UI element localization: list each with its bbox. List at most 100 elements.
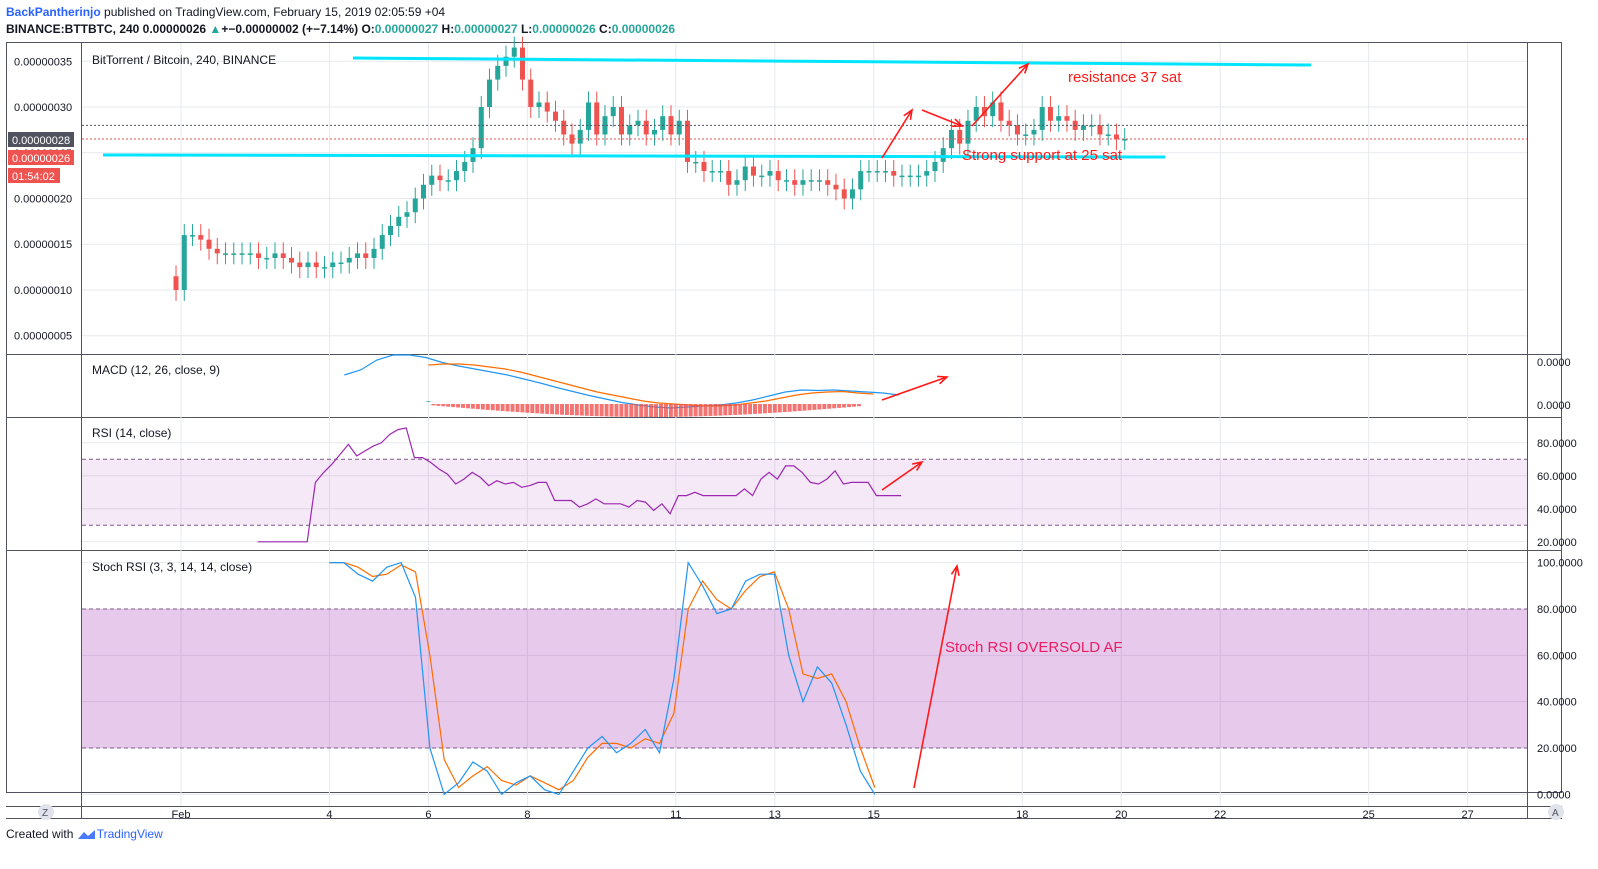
candle-body — [1105, 134, 1111, 136]
macd-histogram-bar — [495, 404, 500, 411]
x-tick-label: 6 — [425, 809, 431, 821]
candle-body — [503, 56, 509, 66]
zoom-button[interactable] — [38, 804, 54, 820]
price-arrow-target — [971, 63, 1029, 127]
macd-histogram-bar — [728, 404, 733, 416]
candle-body — [1080, 125, 1086, 130]
stoch-annotation: Stoch RSI OVERSOLD AF — [945, 639, 1123, 656]
candle-body — [313, 262, 319, 268]
candle-body — [891, 171, 897, 176]
macd-histogram-bar — [762, 404, 767, 414]
macd-histogram-bar — [723, 404, 728, 416]
candle-body — [602, 116, 608, 135]
author-link[interactable]: BackPantherinjo — [6, 5, 101, 19]
candle-body — [874, 171, 880, 173]
stoch-pane-title: Stoch RSI (3, 3, 14, 14, close) — [92, 560, 252, 574]
macd-histogram-bar — [505, 404, 510, 412]
candle-body — [388, 225, 394, 236]
candle-body — [915, 175, 921, 178]
candle-body — [462, 161, 468, 172]
macd-histogram-bar — [614, 404, 619, 417]
candle-body — [355, 253, 361, 258]
macd-histogram-bar — [733, 404, 738, 415]
macd-histogram-bar — [856, 404, 861, 407]
last-price-badge — [8, 132, 74, 147]
candle-body — [519, 47, 525, 80]
candle-body — [767, 171, 773, 176]
tradingview-brand-link[interactable]: TradingView — [96, 827, 163, 841]
candle-body — [495, 65, 501, 80]
macd-histogram-bar — [693, 404, 698, 417]
candle-body — [1089, 125, 1095, 127]
candle-body — [1014, 125, 1020, 135]
candle-body — [841, 189, 847, 199]
candle-body — [322, 267, 328, 269]
macd-tick-label: 0.0000 — [1537, 400, 1571, 412]
x-tick-label: 8 — [524, 809, 530, 821]
candle-body — [363, 253, 369, 258]
macd-histogram-bar — [441, 404, 446, 407]
macd-pane-title: MACD (12, 26, close, 9) — [92, 363, 220, 377]
publish-info: BackPantherinjo published on TradingView… — [6, 5, 445, 19]
support-line — [102, 153, 1166, 159]
macd-histogram-bar — [827, 404, 832, 409]
candle-body — [1064, 116, 1070, 121]
candle-body — [173, 276, 179, 290]
y-tick-label: 0.00000015 — [14, 239, 72, 251]
candle-body — [297, 262, 303, 268]
x-tick-label: Feb — [171, 809, 190, 821]
price-arrow-down — [921, 109, 963, 127]
candle-body — [882, 171, 888, 173]
candle-body — [528, 79, 534, 108]
change-text: +−0.00000002 (+−7.14%) — [221, 22, 359, 36]
macd-histogram-bar — [703, 404, 708, 417]
macd-histogram-bar — [604, 404, 609, 417]
macd-histogram-bar — [748, 404, 753, 415]
candle-body — [421, 184, 427, 199]
price-arrow-down-head — [951, 118, 964, 127]
candle-body — [684, 120, 690, 162]
candle-body — [412, 198, 418, 213]
x-tick-label: 27 — [1461, 809, 1473, 821]
auto-scale-button-label: A — [1552, 808, 1559, 819]
candle-body — [429, 175, 435, 185]
resistance-line — [352, 56, 1312, 67]
candle-body — [239, 253, 245, 255]
auto-scale-button[interactable] — [1548, 804, 1564, 820]
candle-body — [577, 129, 583, 144]
x-tick-label: 18 — [1016, 809, 1028, 821]
macd-histogram-bar — [792, 404, 797, 412]
candle-body — [1047, 107, 1053, 121]
macd-histogram-bar — [475, 404, 480, 410]
candle-body — [1031, 129, 1037, 135]
candle-body — [932, 161, 938, 172]
candle-body — [965, 120, 971, 144]
candle-body — [808, 180, 814, 182]
macd-histogram-bar — [777, 404, 782, 413]
candle-body — [585, 102, 591, 130]
rsi-band — [82, 459, 1527, 526]
candle-body — [973, 107, 979, 121]
candle-body — [330, 262, 336, 268]
candle-body — [1039, 107, 1045, 130]
macd-histogram-bar — [757, 404, 762, 414]
stoch-band — [82, 608, 1527, 749]
price-arrow-target-head — [1018, 62, 1030, 74]
macd-histogram-bar — [797, 404, 802, 411]
macd-histogram-bar — [564, 404, 569, 415]
stoch-tick-label: 20.0000 — [1537, 743, 1577, 755]
rsi-pane-title: RSI (14, close) — [92, 426, 171, 440]
open-label: O: — [361, 22, 375, 36]
candle-body — [486, 79, 492, 108]
macd-histogram-bar — [436, 404, 441, 406]
candle-body — [717, 171, 723, 173]
countdown-badge — [8, 168, 60, 183]
macd-histogram-bar — [663, 404, 668, 417]
x-tick-label: 13 — [769, 809, 781, 821]
candle-body — [816, 180, 822, 182]
candle-body — [214, 248, 220, 254]
macd-histogram-bar — [446, 404, 451, 407]
rsi-tick-label: 80.0000 — [1537, 438, 1577, 450]
macd-histogram-bar — [520, 404, 525, 413]
